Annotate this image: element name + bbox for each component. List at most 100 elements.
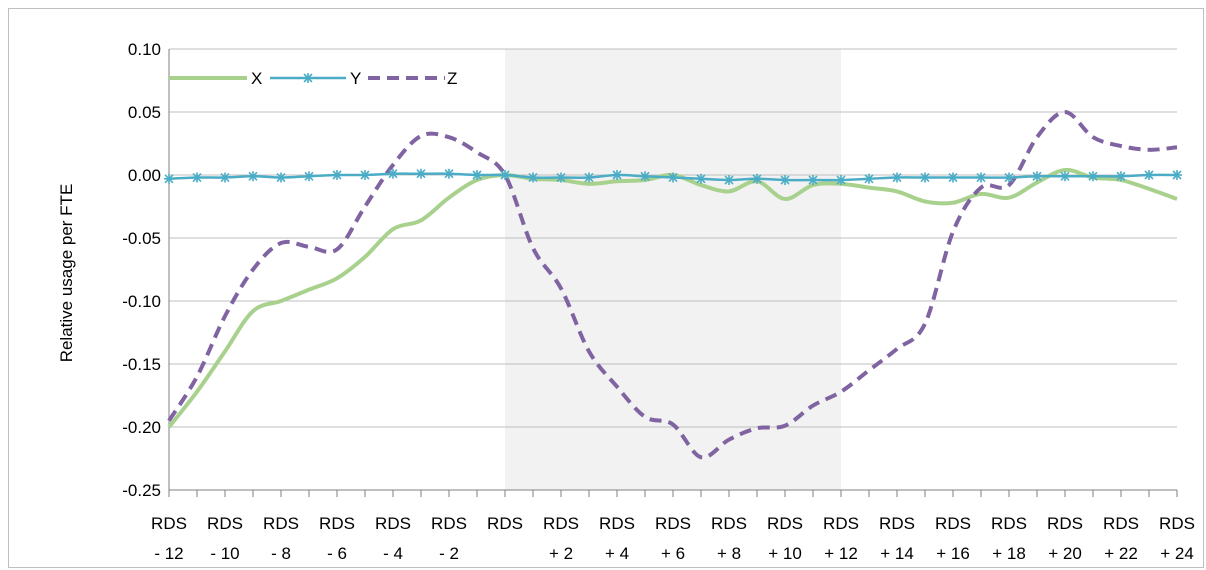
data-point-y [1116,171,1126,182]
star-marker-stroke [444,169,454,179]
star-marker-stroke [668,172,678,183]
star-marker-stroke [584,172,594,183]
star-marker-stroke [1060,171,1070,181]
series-line-z [167,110,1178,460]
x-tick-label: RDS [263,514,299,533]
x-tick-label-line2: + 18 [992,544,1026,563]
data-point-y [1060,171,1070,182]
y-tick-label: -0.05 [122,229,161,248]
data-point-y [836,175,846,186]
x-tick-label-line2: + 14 [880,544,914,563]
star-marker-stroke [304,171,314,181]
star-marker-stroke [416,169,426,179]
x-tick-label: RDS [207,514,243,533]
star-marker-stroke [500,170,510,180]
x-tick-label-line2: + 2 [549,544,573,563]
x-tick-label-line2: - 2 [439,544,459,563]
x-tick-label: RDS [991,514,1027,533]
star-marker-stroke [556,172,566,183]
x-tick-label: RDS [711,514,747,533]
data-point-y [668,172,678,183]
star-marker-stroke [1116,171,1126,181]
star-marker-stroke [864,174,874,184]
data-point-y [388,168,398,179]
data-point-y [556,172,566,183]
star-marker-stroke [892,172,902,183]
x-tick-label: RDS [543,514,579,533]
star-marker-stroke [1144,170,1154,180]
axes-layer: RDS - 12 RDS - 10 RDS - 8 RDS - 6 RDS - 4 RDS - 2 RD… [151,49,1195,563]
x-tick-label-line2: + 24 [1160,544,1194,563]
star-marker-stroke [808,175,818,185]
star-marker-stroke [1172,170,1182,180]
data-point-y [248,171,258,182]
legend-label-x: X [251,69,262,88]
x-tick-label-line2: - 6 [327,544,347,563]
data-point-y [332,170,342,180]
x-tick-label: RDS [599,514,635,533]
data-point-y [640,171,650,182]
x-tick-label: RDS [935,514,971,533]
x-tick-label: RDS [879,514,915,533]
data-point-y [220,172,230,183]
star-marker-stroke [192,172,202,183]
star-marker-stroke [248,171,258,181]
x-tick-label-line2: - 10 [210,544,239,563]
x-tick-label: RDS [319,514,355,533]
x-tick-label: RDS [655,514,691,533]
shaded-region [505,49,841,490]
data-point-y [780,175,790,186]
x-tick-label-line2: + 22 [1104,544,1138,563]
data-point-y [808,175,818,186]
x-tick-label-line2: + 20 [1048,544,1082,563]
star-marker-stroke [332,170,342,180]
y-tick-label: -0.20 [122,418,161,437]
data-point-y [1144,170,1154,180]
x-tick-label-line2: + 4 [605,544,629,563]
data-point-y [696,173,706,184]
x-tick-label: RDS [487,514,523,533]
line-chart: 0.10 0.05 0.00 -0.05 -0.10 -0.15 -0.20 -0.25 RD… [57,40,1195,563]
x-tick-label: RDS [1159,514,1195,533]
x-tick-label: RDS [767,514,803,533]
star-marker-stroke [612,170,622,180]
star-marker-stroke [472,170,482,180]
y-tick-label: 0.05 [128,103,161,122]
data-point-y [892,172,902,183]
data-point-y [612,170,622,180]
x-tick-label-line2: - 4 [383,544,403,563]
star-marker-stroke [164,174,174,184]
star-marker-stroke [360,170,370,180]
star-marker-stroke [976,172,986,183]
data-point-y [948,172,958,183]
y-tick-label: 0.00 [128,166,161,185]
data-point-y [1004,172,1014,183]
data-point-y [416,168,426,179]
data-point-y [164,173,174,184]
chart-frame: 0.10 0.05 0.00 -0.05 -0.10 -0.15 -0.20 -0.25 RD… [8,8,1204,568]
star-marker-stroke [696,174,706,184]
x-tick-label-line2: + 16 [936,544,970,563]
star-marker-stroke [1032,171,1042,181]
x-tick-label: RDS [823,514,859,533]
x-tick-label-line2: + 10 [768,544,802,563]
data-point-y [444,168,454,179]
data-point-y [500,170,510,180]
data-point-y [1172,170,1182,180]
star-marker-stroke [220,172,230,183]
data-point-y [864,173,874,184]
shaded-region-layer [505,49,841,490]
data-point-y [304,171,314,182]
data-point-y [584,172,594,183]
y-tick-label: -0.15 [122,355,161,374]
legend-marker-y-icon [303,73,313,83]
x-tick-label: RDS [1103,514,1139,533]
star-marker-stroke [752,174,762,184]
star-marker-stroke [388,169,398,179]
star-marker-stroke [948,172,958,183]
legend-label-y: Y [350,69,361,88]
data-point-y [976,172,986,183]
data-point-y [920,172,930,183]
series-layer [164,110,1182,460]
x-tick-label-line2: + 6 [661,544,685,563]
